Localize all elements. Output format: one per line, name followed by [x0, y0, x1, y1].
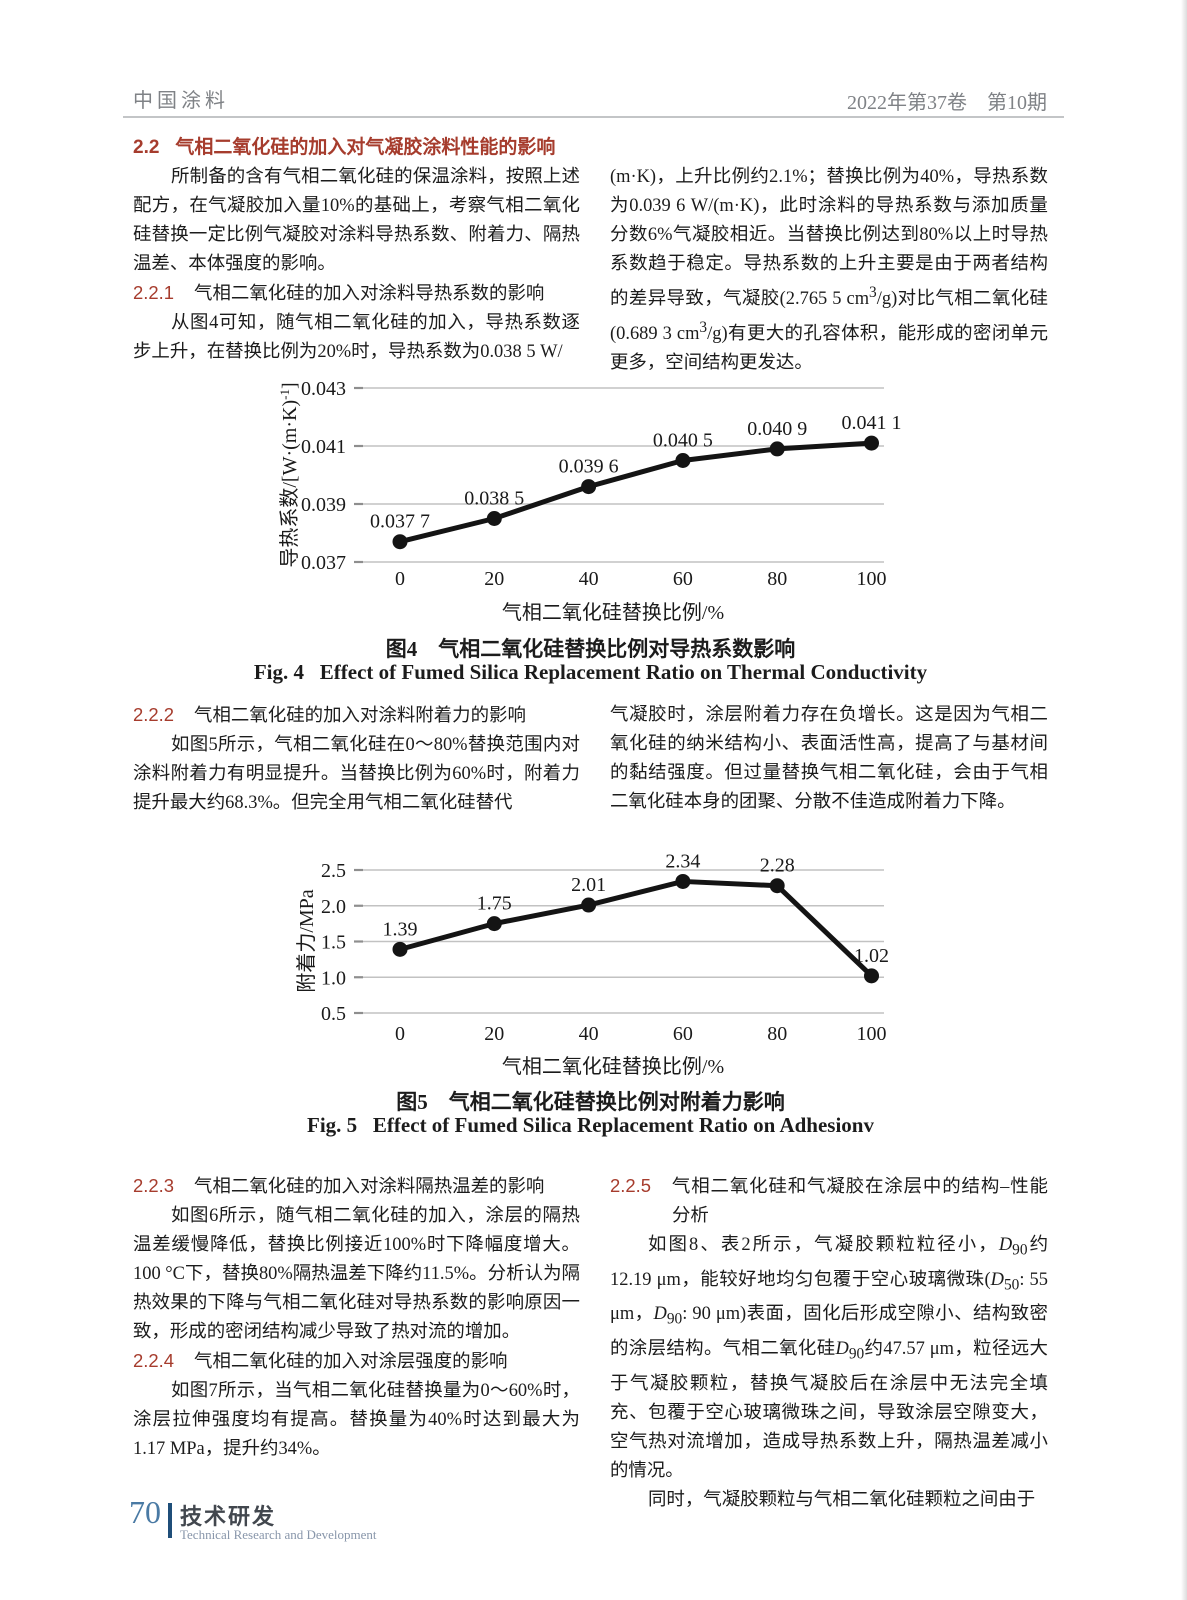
- paragraph: 如图6所示，随气相二氧化硅的加入，涂层的隔热温差缓慢降低，替换比例接近100%时…: [133, 1205, 580, 1341]
- section-title: 气相二氧化硅的加入对涂层强度的影响: [194, 1351, 508, 1371]
- column-right-2: 气凝胶时，涂层附着力存在负增长。这是因为气相二氧化硅的纳米结构小、表面活性高，提…: [610, 700, 1048, 816]
- paragraph: 同时，气凝胶颗粒与气相二氧化硅颗粒之间由于: [648, 1488, 1036, 1509]
- svg-text:1.02: 1.02: [854, 945, 889, 967]
- svg-text:0.039: 0.039: [301, 494, 346, 516]
- paragraph: (m·K)，上升比例约2.1%；替换比例为40%，导热系数为0.039 6 W/…: [610, 166, 1049, 373]
- section-2-2-1-heading: 2.2.1 气相二氧化硅的加入对涂料导热系数的影响: [133, 278, 580, 308]
- svg-text:0.041: 0.041: [301, 436, 346, 458]
- svg-text:0.040 5: 0.040 5: [653, 430, 713, 452]
- svg-text:0.041 1: 0.041 1: [842, 412, 902, 434]
- footer-bar: [168, 1503, 172, 1538]
- svg-text:0.5: 0.5: [321, 1003, 346, 1025]
- issue-info: 2022年第37卷 第10期: [847, 92, 1047, 114]
- footer-column-en: Technical Research and Development: [180, 1527, 377, 1542]
- section-number: 2.2.2: [133, 704, 175, 725]
- header-rule: [123, 116, 1064, 118]
- svg-text:100: 100: [857, 1023, 887, 1045]
- section-number: 2.2.5: [610, 1175, 652, 1196]
- paragraph: 从图4可知，随气相二氧化硅的加入，导热系数逐步上升，在替换比例为20%时，导热系…: [133, 312, 580, 361]
- svg-text:80: 80: [767, 568, 787, 590]
- svg-text:2.28: 2.28: [760, 855, 795, 877]
- svg-text:2.34: 2.34: [665, 850, 700, 872]
- section-2-2-3-heading: 2.2.3 气相二氧化硅的加入对涂料隔热温差的影响: [133, 1171, 580, 1201]
- svg-text:气相二氧化硅替换比例/%: 气相二氧化硅替换比例/%: [502, 601, 724, 624]
- fig5-caption-cn: 图5 气相二氧化硅替换比例对附着力影响: [396, 1090, 785, 1114]
- svg-text:气相二氧化硅替换比例/%: 气相二氧化硅替换比例/%: [502, 1055, 724, 1078]
- column-left-1: 2.2 气相二氧化硅的加入对气凝胶涂料性能的影响 所制备的含有气相二氧化硅的保温涂…: [133, 133, 580, 366]
- fig4-line-chart: 0.037 0.039 0.041 0.043 0 20 40 60 80 100 0.037 7 0…: [277, 378, 902, 624]
- svg-text:1.5: 1.5: [321, 932, 346, 954]
- svg-text:20: 20: [484, 1023, 504, 1045]
- svg-text:1.0: 1.0: [321, 967, 346, 989]
- svg-text:2.01: 2.01: [571, 874, 606, 896]
- svg-text:0: 0: [395, 1023, 405, 1045]
- svg-text:0.040 9: 0.040 9: [747, 418, 807, 440]
- svg-text:60: 60: [673, 1023, 693, 1045]
- paragraph: 气凝胶时，涂层附着力存在负增长。这是因为气相二氧化硅的纳米结构小、表面活性高，提…: [610, 704, 1048, 811]
- svg-text:0.037 7: 0.037 7: [370, 511, 430, 533]
- section-title: 气相二氧化硅的加入对涂料隔热温差的影响: [194, 1176, 545, 1196]
- section-number: 2.2.4: [133, 1350, 175, 1371]
- fig5-line-chart: 0.5 1.0 1.5 2.0 2.5 0 20 40 60 80 100 1.39 1.75 2.01 2…: [295, 850, 889, 1078]
- section-title: 气相二氧化硅的加入对涂料导热系数的影响: [194, 283, 545, 303]
- column-right-3: 2.2.5 气相二氧化硅和气凝胶在涂层中的结构–性能分析 如图8、表2所示，气凝胶…: [610, 1171, 1048, 1514]
- section-title: 气相二氧化硅的加入对气凝胶涂料性能的影响: [175, 137, 556, 158]
- svg-text:导热系数/[W·(m·K)-1]: 导热系数/[W·(m·K)-1]: [277, 382, 302, 567]
- svg-text:20: 20: [484, 568, 504, 590]
- svg-text:60: 60: [673, 568, 693, 590]
- footer-column-cn: 技术研发: [180, 1504, 277, 1529]
- paragraph: 如图7所示，当气相二氧化硅替换量为0～60%时，涂层拉伸强度均有提高。替换量为4…: [133, 1380, 580, 1458]
- fig5-caption-en: Fig. 5 Effect of Fumed Silica Replacemen…: [307, 1113, 874, 1137]
- column-left-2: 2.2.2 气相二氧化硅的加入对涂料附着力的影响 如图5所示，气相二氧化硅在0～8…: [133, 700, 580, 817]
- svg-text:40: 40: [579, 1023, 599, 1045]
- section-number: 2.2.1: [133, 282, 175, 303]
- journal-name: 中国涂料: [133, 90, 229, 112]
- fig4-caption-cn: 图4 气相二氧化硅替换比例对导热系数影响: [385, 637, 796, 661]
- svg-text:100: 100: [857, 568, 887, 590]
- svg-text:80: 80: [767, 1023, 787, 1045]
- paragraph: 所制备的含有气相二氧化硅的保温涂料，按照上述配方，在气凝胶加入量10%的基础上，…: [133, 166, 580, 273]
- section-number: 2.2: [133, 137, 160, 158]
- section-2-2-heading: 2.2 气相二氧化硅的加入对气凝胶涂料性能的影响: [133, 133, 580, 162]
- column-left-3: 2.2.3 气相二氧化硅的加入对涂料隔热温差的影响 如图6所示，随气相二氧化硅的加…: [133, 1171, 580, 1463]
- paragraph: 如图5所示，气相二氧化硅在0～80%替换范围内对涂料附着力有明显提升。当替换比例…: [133, 734, 580, 812]
- svg-text:0.038 5: 0.038 5: [464, 488, 524, 510]
- svg-text:0: 0: [395, 568, 405, 590]
- column-right-1: (m·K)，上升比例约2.1%；替换比例为40%，导热系数为0.039 6 W/…: [610, 162, 1048, 377]
- section-2-2-4-heading: 2.2.4 气相二氧化硅的加入对涂层强度的影响: [133, 1346, 580, 1376]
- svg-text:2.0: 2.0: [321, 896, 346, 918]
- section-title: 气相二氧化硅的加入对涂料附着力的影响: [194, 705, 526, 725]
- svg-text:40: 40: [579, 568, 599, 590]
- svg-text:1.39: 1.39: [383, 918, 418, 940]
- svg-text:1.75: 1.75: [477, 893, 512, 915]
- section-title: 气相二氧化硅和气凝胶在涂层中的结构–性能分析: [671, 1176, 1048, 1225]
- svg-text:2.5: 2.5: [321, 860, 346, 882]
- page-number: 70: [129, 1494, 161, 1530]
- fig4-caption-en: Fig. 4 Effect of Fumed Silica Replacemen…: [253, 660, 928, 684]
- page-edge-shadow: [1181, 0, 1187, 1600]
- svg-text:0.043: 0.043: [301, 378, 346, 400]
- svg-text:0.037: 0.037: [301, 552, 346, 574]
- svg-text:附着力/MPa: 附着力/MPa: [295, 889, 318, 992]
- paragraph: 如图8、表2所示，气凝胶颗粒粒径小，D90约12.19 μm，能较好地均匀包覆于…: [610, 1234, 1049, 1480]
- svg-text:0.039 6: 0.039 6: [559, 456, 619, 478]
- section-number: 2.2.3: [133, 1175, 175, 1196]
- section-2-2-5-heading: 2.2.5 气相二氧化硅和气凝胶在涂层中的结构–性能分析: [610, 1171, 1048, 1230]
- section-2-2-2-heading: 2.2.2 气相二氧化硅的加入对涂料附着力的影响: [133, 700, 580, 730]
